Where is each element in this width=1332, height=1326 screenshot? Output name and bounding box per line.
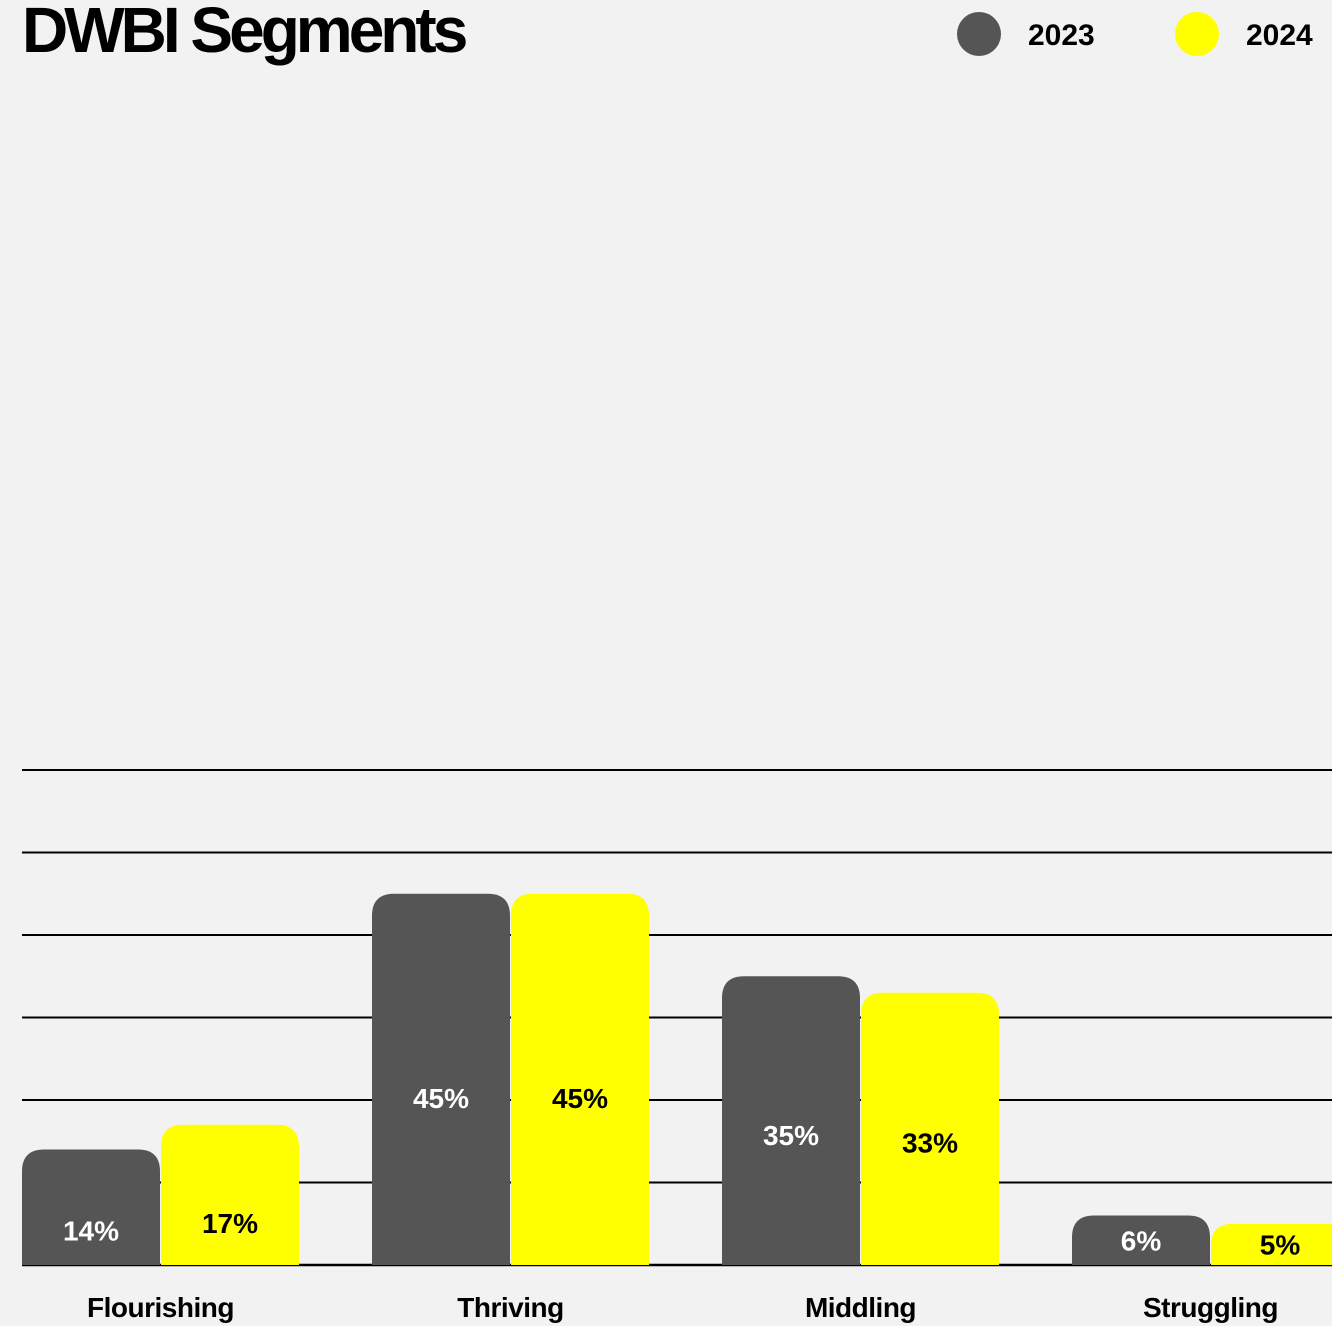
legend-swatch-2023 (957, 12, 1001, 56)
value-labels: 14% 17% 45% 45% 35% 33% 6% 5% (63, 1083, 1300, 1260)
bar-struggling-2023 (1072, 1215, 1210, 1265)
value-label-thriving-2023: 45% (413, 1083, 469, 1114)
category-label-middling: Middling (805, 1292, 916, 1323)
bar-middling-2023 (722, 976, 860, 1265)
bars (22, 893, 1332, 1265)
chart-title: DWBI Segments (22, 0, 466, 66)
legend: 2023 2024 (957, 12, 1313, 56)
value-label-struggling-2023: 6% (1121, 1225, 1162, 1256)
bar-thriving-2023 (372, 893, 510, 1265)
bar-struggling-2024 (1211, 1223, 1332, 1265)
bar-flourishing-2024 (161, 1124, 299, 1265)
bar-thriving-2024 (511, 893, 649, 1265)
legend-swatch-2024 (1175, 12, 1219, 56)
bar-middling-2024 (861, 992, 999, 1265)
value-label-flourishing-2023: 14% (63, 1215, 119, 1246)
category-labels: Flourishing Thriving Middling Struggling (87, 1292, 1278, 1323)
value-label-thriving-2024: 45% (552, 1083, 608, 1114)
bar-flourishing-2023 (22, 1149, 160, 1265)
legend-label-2024: 2024 (1246, 19, 1313, 52)
value-label-flourishing-2024: 17% (202, 1208, 258, 1239)
legend-label-2023: 2023 (1028, 19, 1095, 52)
category-label-flourishing: Flourishing (87, 1292, 234, 1323)
category-label-struggling: Struggling (1143, 1292, 1278, 1323)
category-label-thriving: Thriving (457, 1292, 563, 1323)
value-label-struggling-2024: 5% (1260, 1229, 1301, 1260)
value-label-middling-2024: 33% (902, 1127, 958, 1158)
value-label-middling-2023: 35% (763, 1120, 819, 1151)
